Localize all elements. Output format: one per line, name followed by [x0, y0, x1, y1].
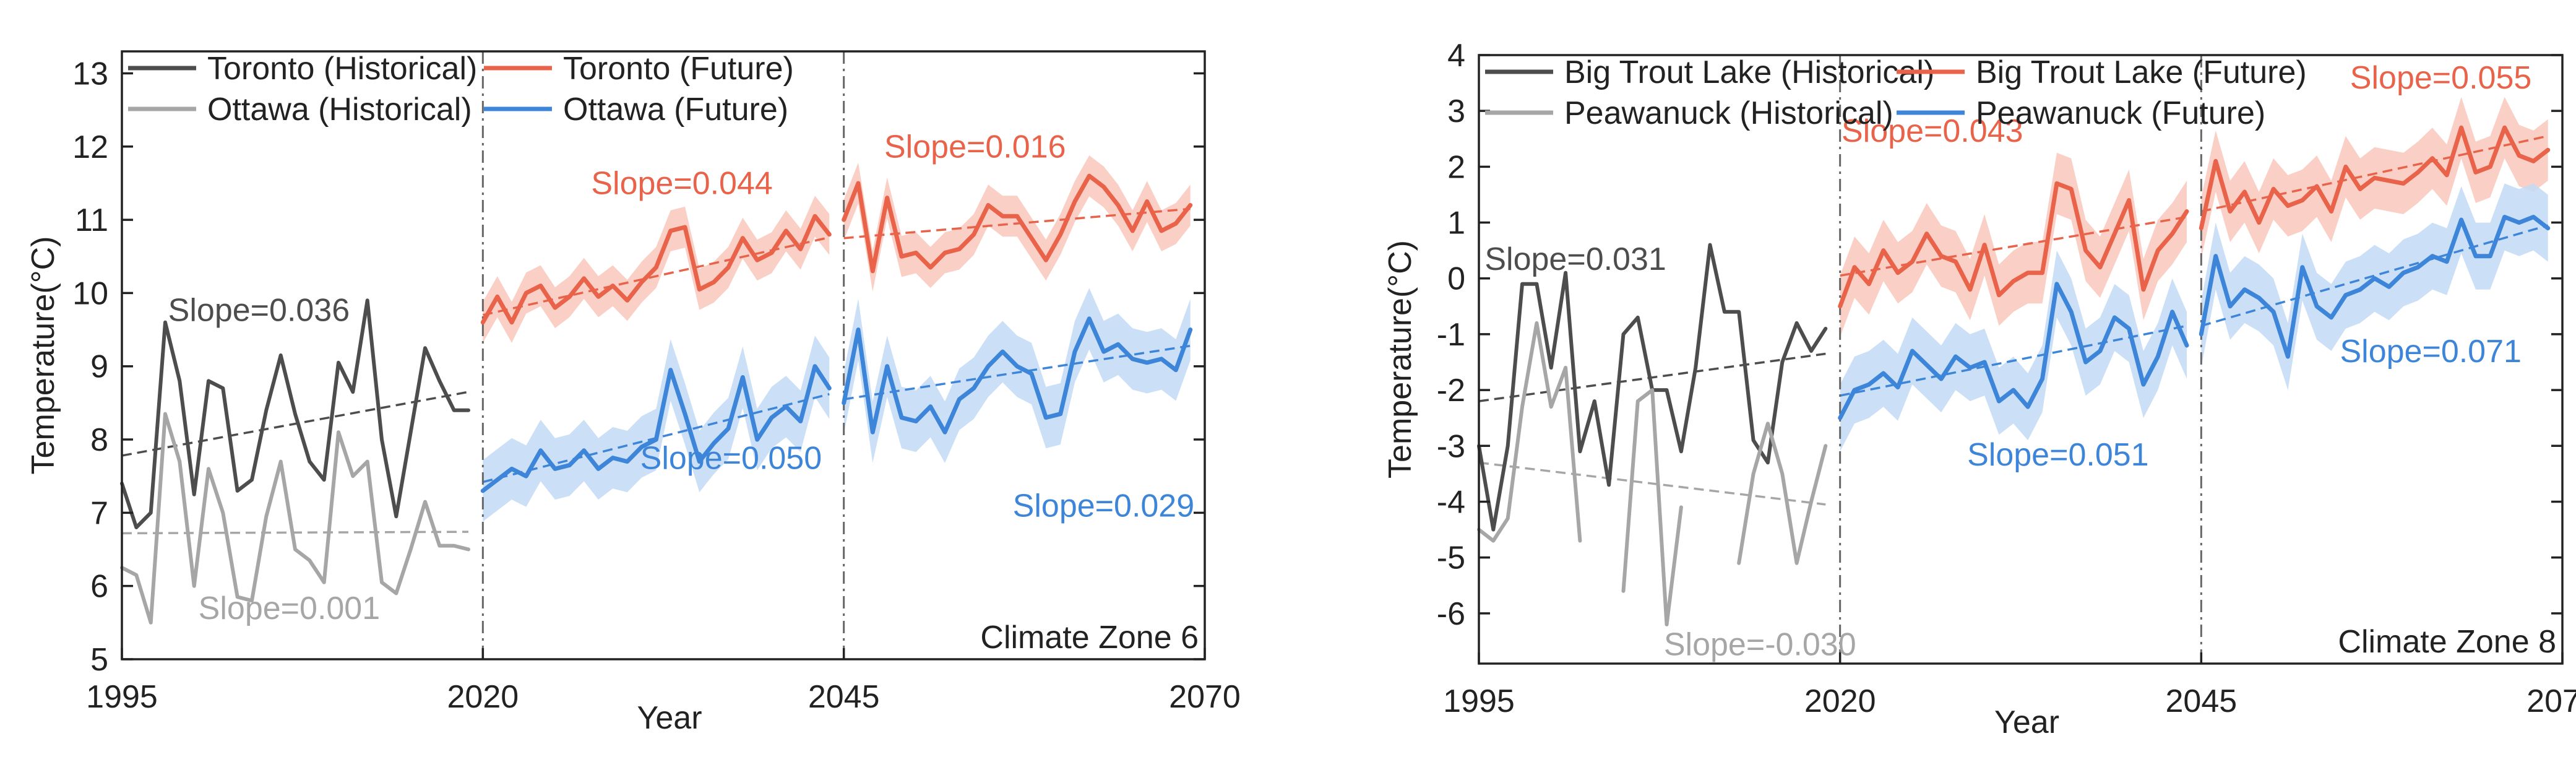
trend-line [1840, 215, 2187, 277]
slope-annotation: Slope=0.016 [884, 129, 1066, 165]
legend-entry: Ottawa (Historical) [207, 92, 472, 128]
y-tick-label: 0 [1447, 261, 1465, 297]
x-tick-label: 1995 [86, 679, 158, 715]
y-tick-label: 3 [1447, 93, 1465, 129]
legend-entry: Peawanuck (Historical) [1564, 95, 1893, 131]
trend-line [1478, 352, 1826, 402]
plot-frame [121, 50, 1206, 660]
series-line-ottawa-future [842, 316, 1193, 435]
x-axis-label: Year [1994, 704, 2059, 740]
y-tick-label: 7 [90, 495, 108, 531]
trend-line [1840, 324, 2187, 397]
x-tick-label: 2020 [1804, 683, 1876, 719]
x-tick-label: 2070 [1169, 679, 1241, 715]
slope-annotation: Slope=0.055 [2350, 60, 2532, 96]
y-tick-label: 10 [72, 275, 108, 311]
y-tick-label: 6 [90, 569, 108, 605]
uncertainty-band [2201, 183, 2548, 391]
trend-line [843, 344, 1191, 400]
legend-entry: Toronto (Future) [563, 51, 794, 87]
series-line-big-trout-lake-future [1838, 181, 2189, 309]
series-line-peawanuck-historical [1737, 422, 1828, 565]
y-axis-label: Temperature(°C) [25, 236, 61, 475]
slope-annotation: Slope=0.044 [591, 166, 772, 202]
series-line-ottawa-future [480, 364, 832, 493]
slope-annotation: Slope=-0.030 [1664, 626, 1856, 662]
uncertainty-band [1840, 152, 2187, 337]
y-tick-label: -4 [1437, 484, 1465, 520]
y-tick-label: 1 [1447, 206, 1465, 241]
x-tick-label: 2020 [447, 679, 519, 715]
series-line-toronto-historical [120, 298, 470, 529]
y-tick-label: -3 [1437, 428, 1465, 464]
series-line-toronto-future [480, 214, 832, 325]
chart-climate-zone-6: 5 6 7 8 9 10 11 12 13 1995 2020 2045 2070 Year Tempera… [0, 0, 1287, 762]
slope-annotation: Slope=0.031 [1484, 241, 1666, 277]
y-tick-label: 12 [72, 129, 108, 165]
series-line-peawanuck-future [2199, 215, 2551, 359]
x-tick-label: 2045 [2165, 683, 2237, 719]
legend-entry: Peawanuck (Future) [1976, 95, 2265, 131]
series-line-peawanuck-historical [1477, 321, 1582, 543]
y-axis-label: Temperature(°C) [1382, 240, 1418, 478]
y-tick-label: 5 [90, 642, 108, 678]
slope-annotation: Slope=0.036 [168, 292, 350, 328]
x-tick-label: 2045 [808, 679, 880, 715]
panel-label: Climate Zone 8 [2338, 624, 2556, 660]
y-tick-label: 13 [72, 56, 108, 92]
x-axis-label: Year [637, 700, 702, 736]
legend-entry: Ottawa (Future) [563, 92, 788, 128]
legend-entry: Toronto (Historical) [207, 51, 477, 87]
plot-frame [1478, 54, 2564, 665]
legend-entry: Big Trout Lake (Historical) [1564, 54, 1934, 90]
trend-line [121, 391, 469, 457]
uncertainty-band [1840, 250, 2187, 452]
chart-svg-zone-6: 5 6 7 8 9 10 11 12 13 1995 2020 2045 2070 Year Tempera… [25, 50, 1241, 736]
x-tick-label: 2070 [2526, 683, 2576, 719]
series-line-peawanuck-historical [1621, 388, 1683, 626]
series-line-toronto-future [842, 173, 1193, 274]
y-tick-label: -2 [1437, 373, 1465, 409]
series-line-peawanuck-future [1838, 282, 2189, 420]
slope-annotation: Slope=0.029 [1013, 488, 1195, 524]
y-tick-label: -6 [1437, 596, 1465, 632]
trend-line [843, 207, 1191, 240]
series-line-ottawa-historical [120, 412, 470, 625]
legend-entry: Big Trout Lake (Future) [1976, 54, 2307, 90]
slope-annotation: Slope=0.071 [2340, 334, 2522, 370]
series-line-big-trout-lake-historical [1477, 243, 1828, 532]
x-tick-label: 1995 [1443, 683, 1515, 719]
panel-label: Climate Zone 6 [980, 620, 1199, 656]
trend-line [2200, 224, 2549, 327]
series-line-big-trout-lake-future [2199, 125, 2551, 231]
y-tick-label: 4 [1447, 38, 1465, 74]
uncertainty-band [843, 288, 1191, 463]
slope-annotation: Slope=0.051 [1967, 437, 2149, 473]
y-tick-label: -1 [1437, 317, 1465, 353]
slope-annotation: Slope=0.043 [1842, 113, 2023, 149]
y-tick-label: -5 [1437, 540, 1465, 576]
y-tick-label: 9 [90, 349, 108, 385]
slope-annotation: Slope=0.050 [640, 440, 822, 476]
trend-line [2200, 135, 2549, 213]
trend-line [121, 530, 469, 535]
y-tick-label: 2 [1447, 149, 1465, 185]
chart-climate-zone-8: -6 -5 -4 -3 -2 -1 0 1 2 3 4 1995 2020 2045 2070 Year Tem… [1287, 0, 2576, 762]
y-tick-label: 8 [90, 422, 108, 458]
slope-annotation: Slope=0.001 [199, 591, 380, 626]
trend-line [1478, 461, 1826, 506]
chart-svg-zone-8: -6 -5 -4 -3 -2 -1 0 1 2 3 4 1995 2020 2045 2070 Year Tem… [1382, 38, 2576, 740]
uncertainty-band [483, 336, 830, 522]
y-tick-label: 11 [75, 202, 108, 238]
